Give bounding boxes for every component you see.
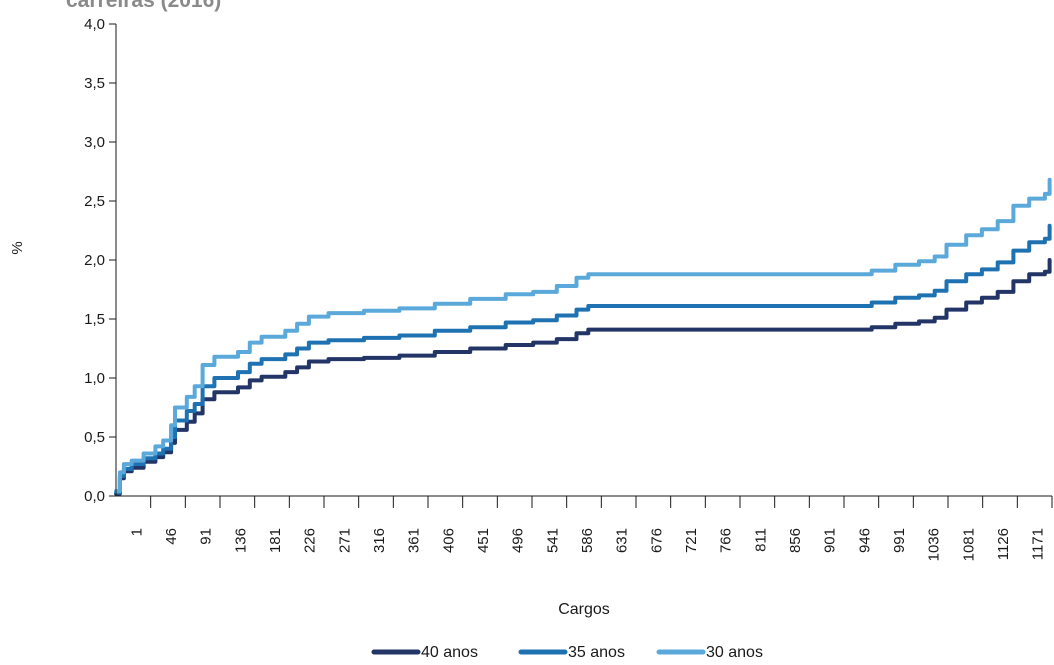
x-tick-label: 1081 xyxy=(960,528,977,561)
x-tick-label: 181 xyxy=(267,528,284,553)
x-tick-label: 496 xyxy=(510,528,527,553)
x-tick-label: 91 xyxy=(198,528,215,545)
x-tick-label: 811 xyxy=(752,528,769,552)
axes xyxy=(115,24,1052,497)
x-tick-label: 226 xyxy=(302,528,319,553)
x-tick-label: 946 xyxy=(856,528,873,553)
y-tick-label: 1,0 xyxy=(84,370,105,387)
y-tick-label: 2,5 xyxy=(84,193,105,210)
x-tick-label: 136 xyxy=(232,528,249,553)
x-tick-label: 406 xyxy=(440,528,457,553)
x-axis-ticks: 1 46 91 136 181 226 271 316 361 406 451 496 541 586 63… xyxy=(128,496,1053,561)
x-tick-label: 1126 xyxy=(995,528,1012,560)
y-tick-label: 4,0 xyxy=(84,16,105,33)
x-tick-label: 586 xyxy=(579,528,596,553)
series-layer xyxy=(114,177,1052,496)
x-tick-label: 541 xyxy=(544,528,561,553)
x-tick-label: 361 xyxy=(406,528,423,553)
x-tick-label: 1171 xyxy=(1030,528,1047,560)
series-line-30-anos xyxy=(114,177,1052,494)
y-tick-label: 3,0 xyxy=(84,134,105,151)
x-tick-label: 316 xyxy=(371,528,388,553)
y-tick-label: 0,0 xyxy=(84,488,105,505)
x-tick-label: 451 xyxy=(475,528,492,553)
x-tick-label: 1 xyxy=(128,528,145,536)
legend: 40 anos 35 anos 30 anos xyxy=(371,644,763,661)
x-axis-label: Cargos xyxy=(558,601,610,618)
x-tick-label: 1036 xyxy=(926,528,943,561)
x-tick-label: 631 xyxy=(614,528,631,553)
chart-title: carreiras (2016) xyxy=(66,0,222,12)
x-tick-label: 856 xyxy=(787,528,804,553)
y-tick-label: 2,0 xyxy=(84,252,105,269)
series-line-40-anos xyxy=(114,258,1052,496)
x-tick-label: 766 xyxy=(718,528,735,553)
x-tick-label: 721 xyxy=(683,528,700,553)
series-line-35-anos xyxy=(114,223,1052,495)
x-tick-label: 901 xyxy=(822,528,839,553)
y-tick-label: 3,5 xyxy=(84,75,105,92)
x-tick-label: 46 xyxy=(163,528,180,545)
legend-label: 30 anos xyxy=(706,644,763,660)
x-tick-label: 271 xyxy=(336,528,353,553)
y-tick-label: 1,5 xyxy=(84,311,105,328)
y-axis-ticks: 0,0 0,5 1,0 1,5 2,0 2,5 3,0 3,5 4,0 xyxy=(84,16,116,505)
x-tick-label: 991 xyxy=(891,528,908,553)
legend-label: 40 anos xyxy=(421,644,478,660)
y-axis-label: % xyxy=(9,241,26,254)
legend-label: 35 anos xyxy=(568,644,625,660)
y-tick-label: 0,5 xyxy=(84,429,105,446)
x-tick-label: 676 xyxy=(648,528,665,553)
